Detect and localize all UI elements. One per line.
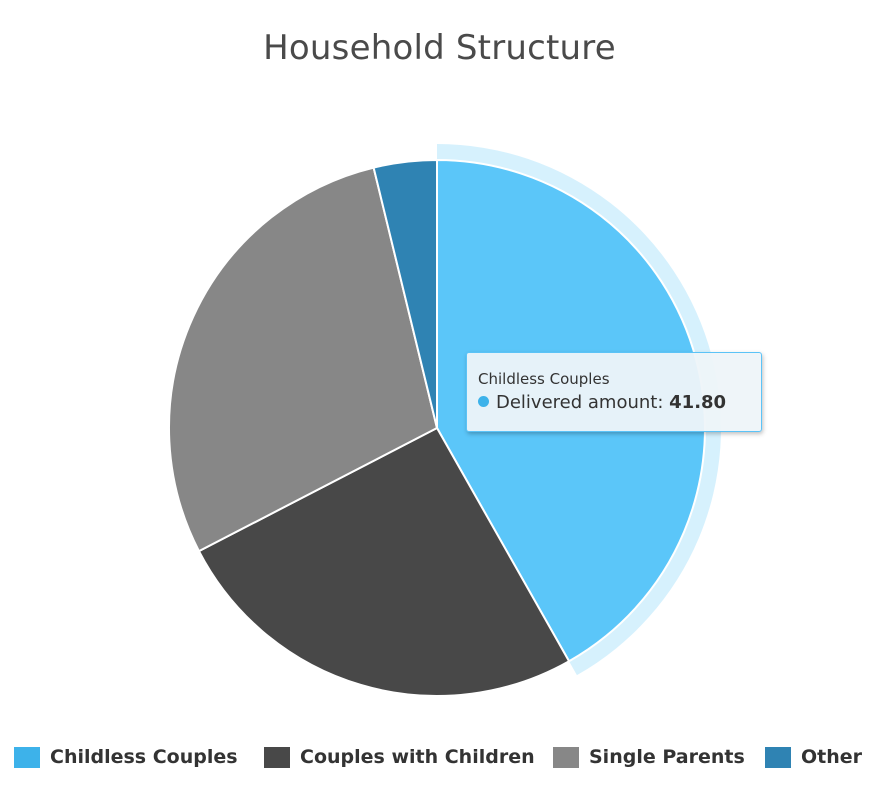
chart-title: Household Structure xyxy=(263,28,616,68)
legend-swatch xyxy=(553,746,579,768)
pie-slice-couples-with-children[interactable] xyxy=(197,427,571,697)
legend-label: Couples with Children xyxy=(300,746,535,768)
legend-item-other[interactable]: Other xyxy=(765,742,862,772)
legend-item-single-parents[interactable]: Single Parents xyxy=(553,742,745,772)
tooltip-value: 41.80 xyxy=(669,392,727,413)
legend-swatch xyxy=(765,746,791,768)
legend-swatch xyxy=(264,746,290,768)
tooltip-dot-icon xyxy=(478,396,489,407)
legend-item-couples-with-children[interactable]: Couples with Children xyxy=(264,742,535,772)
tooltip-category: Childless Couples xyxy=(478,370,610,388)
legend-label: Single Parents xyxy=(589,746,745,768)
pie-slice-other[interactable] xyxy=(372,159,438,429)
tooltip-row: Delivered amount: 41.80 xyxy=(478,390,761,416)
tooltip: Childless Couples Delivered amount: 41.8… xyxy=(466,352,762,432)
pie-slice-single-parents[interactable] xyxy=(168,166,438,553)
legend-swatch xyxy=(14,746,40,768)
legend-item-childless-couples[interactable]: Childless Couples xyxy=(14,742,238,772)
tooltip-series-label: Delivered amount: xyxy=(496,392,670,413)
legend: Childless Couples Couples with Children … xyxy=(0,742,879,772)
legend-label: Childless Couples xyxy=(50,746,238,768)
legend-label: Other xyxy=(801,746,863,768)
